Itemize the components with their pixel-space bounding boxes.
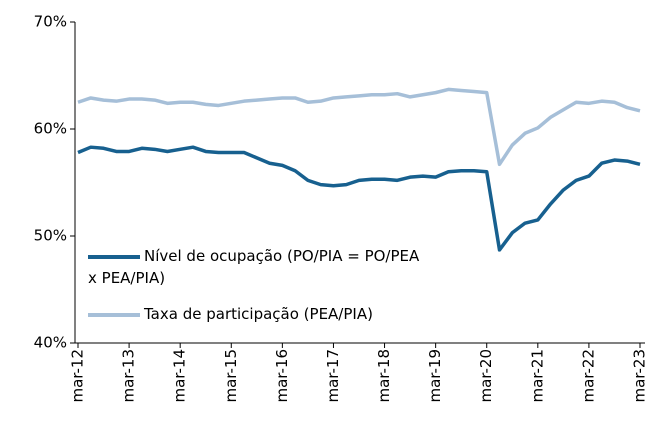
x-tick-label: mar-17 xyxy=(324,349,342,403)
line-series xyxy=(77,87,641,167)
x-tick-label: mar-15 xyxy=(222,349,240,403)
x-tick-label: mar-20 xyxy=(477,349,495,403)
x-tick-label: mar-19 xyxy=(426,349,444,403)
y-tick-label: 70% xyxy=(34,13,67,31)
x-tick-label: mar-21 xyxy=(528,349,546,403)
y-tick-label: 50% xyxy=(34,227,67,245)
y-tick-label: 40% xyxy=(34,334,67,352)
x-tick-label: mar-22 xyxy=(579,349,597,403)
legend-label: Taxa de participação (PEA/PIA) xyxy=(144,305,373,323)
legend-entry: Taxa de participação (PEA/PIA) xyxy=(88,303,428,325)
x-tick-label: mar-23 xyxy=(631,349,645,403)
x-tick-label: mar-16 xyxy=(273,349,291,403)
legend-swatch xyxy=(88,254,140,259)
legend-label: Nível de ocupação (PO/PIA = PO/PEA x PEA… xyxy=(88,247,420,287)
y-tick-label: 60% xyxy=(34,120,67,138)
legend-swatch xyxy=(88,312,140,317)
line-series xyxy=(77,145,641,252)
x-tick-label: mar-14 xyxy=(171,349,189,403)
x-tick-label: mar-12 xyxy=(69,349,87,403)
x-tick-label: mar-13 xyxy=(120,349,138,403)
x-tick-label: mar-18 xyxy=(375,349,393,403)
legend-entry: Nível de ocupação (PO/PIA = PO/PEA x PEA… xyxy=(88,245,428,289)
